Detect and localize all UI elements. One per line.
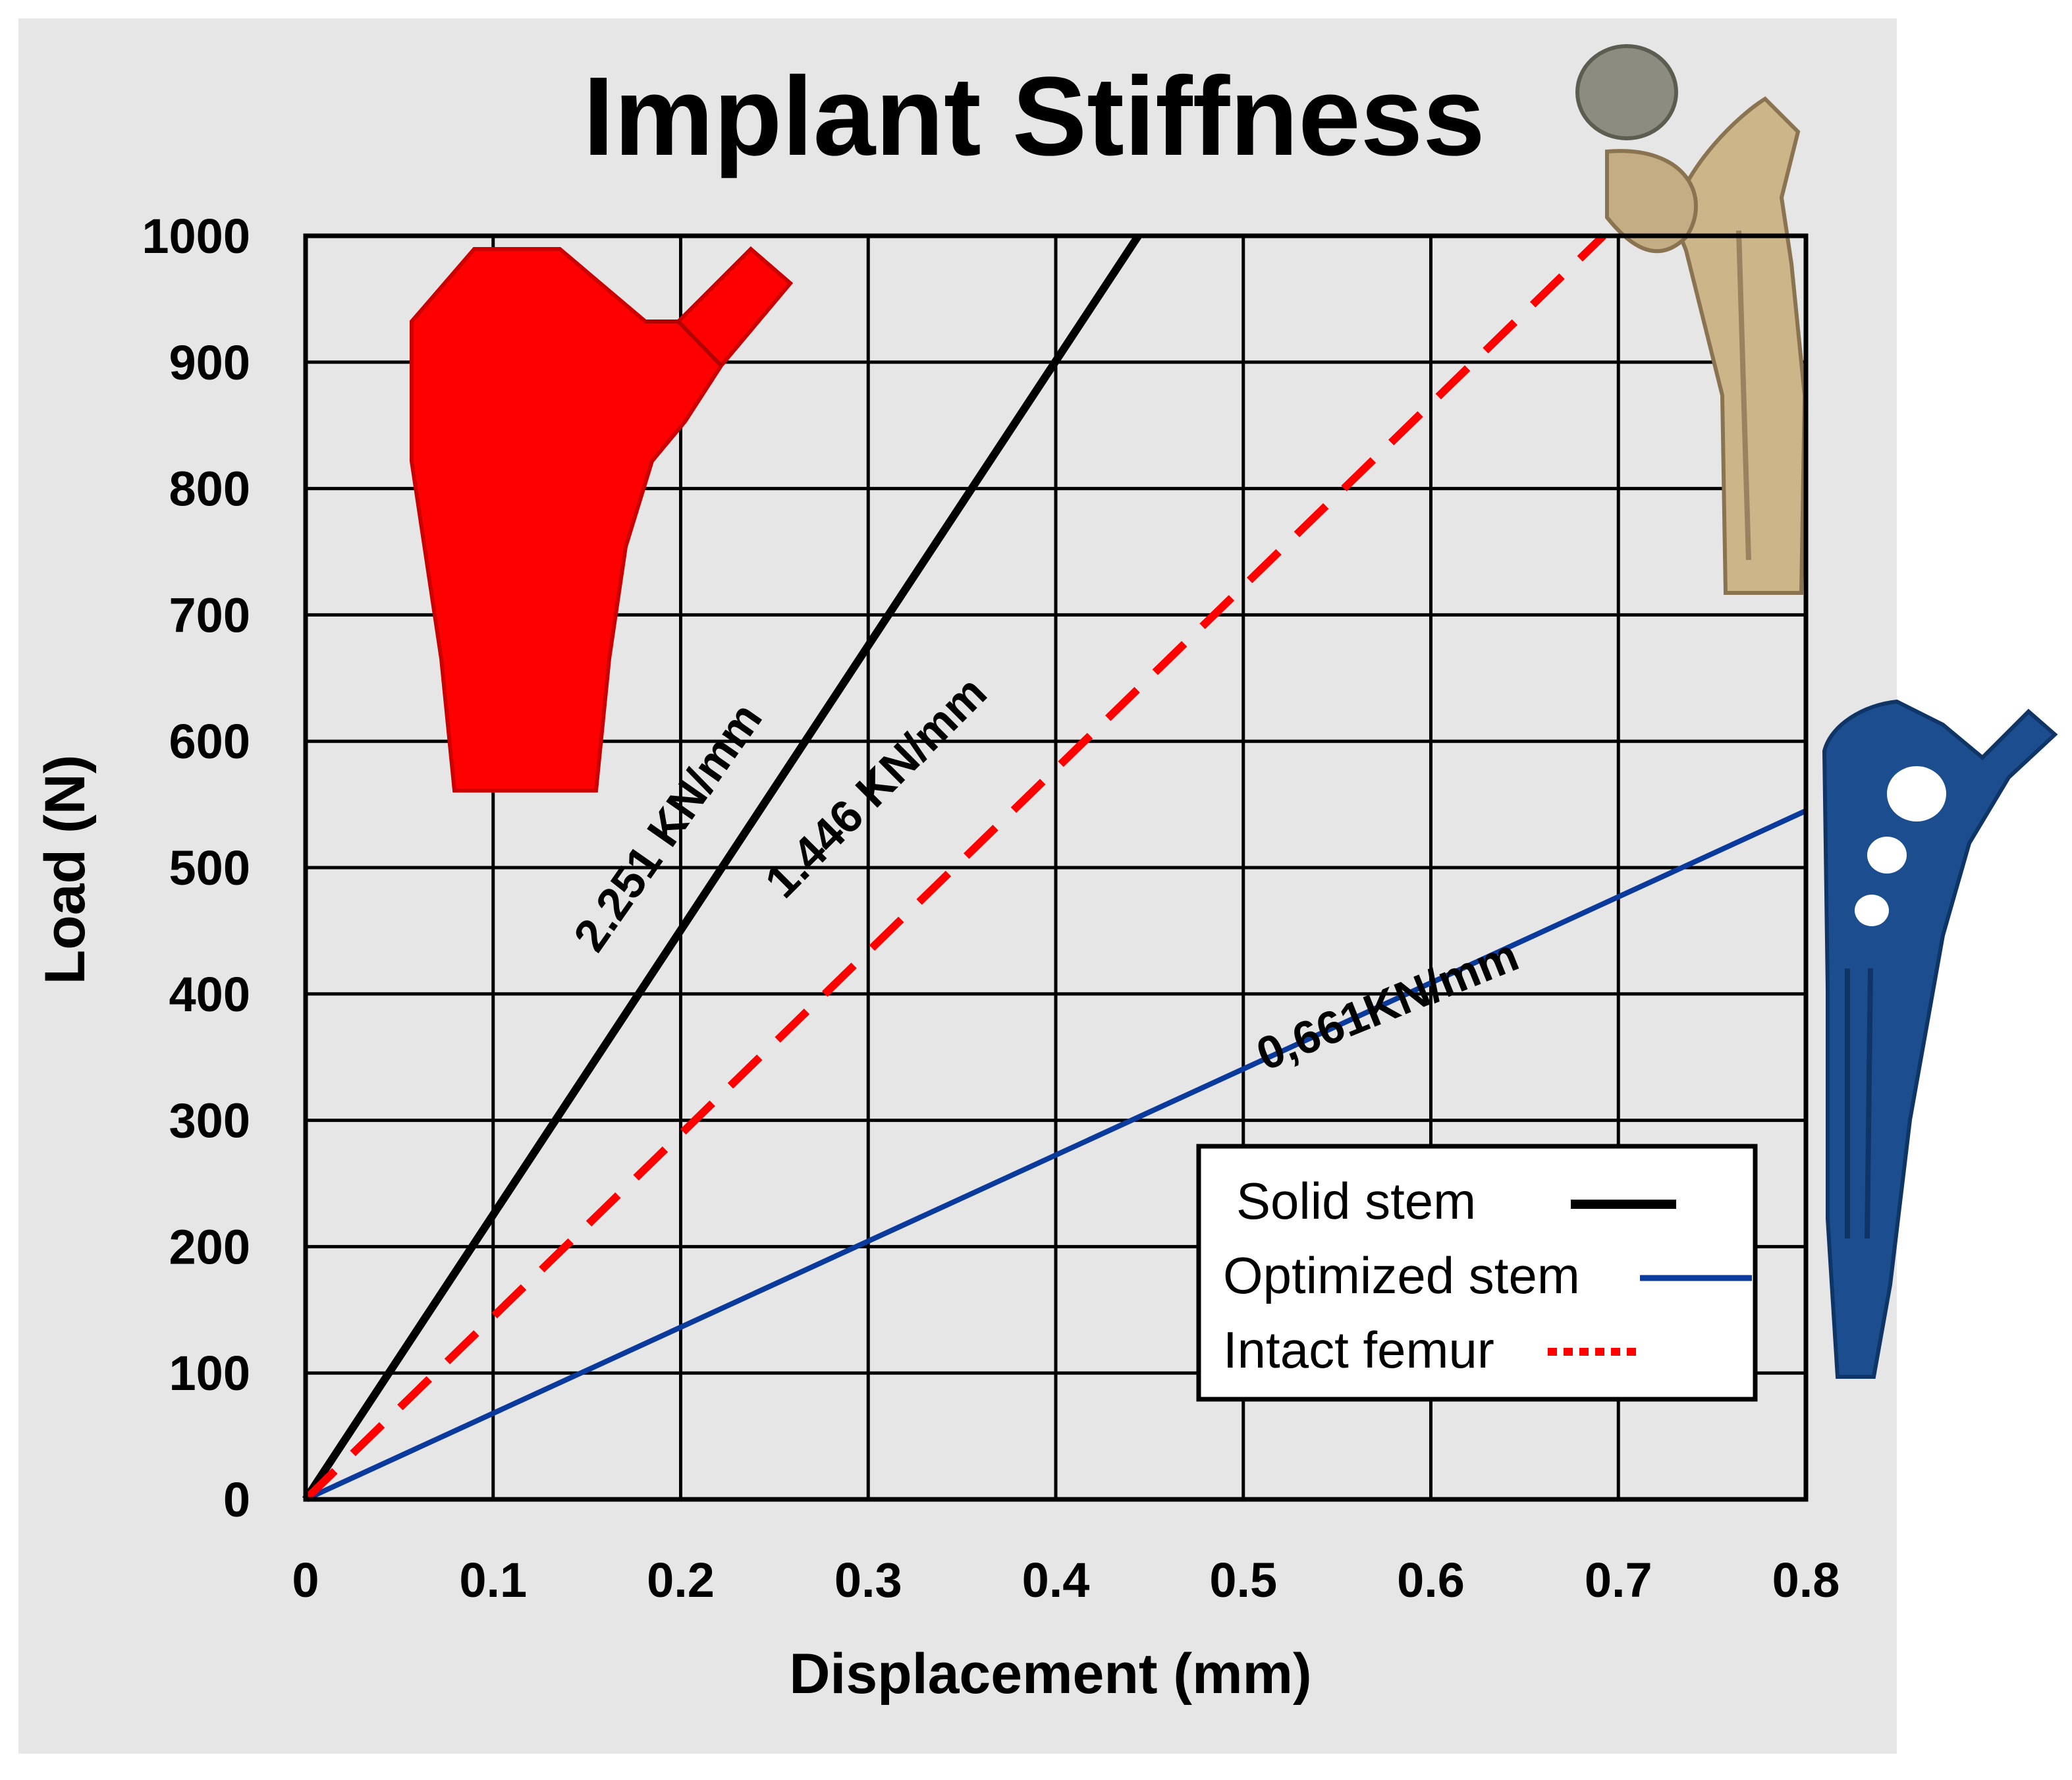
y-tick-label: 300: [169, 1094, 250, 1148]
y-tick-label: 900: [169, 335, 250, 390]
series-solid-stem-line: [302, 233, 1142, 1502]
tick-labels: 0 0.1 0.2 0.3 0.4 0.5 0.6 0.7 0.8 0 100 200 300 400 50…: [142, 209, 1840, 1607]
optimized-stem-implant-icon: [1822, 699, 2058, 1379]
x-tick-label: 0.6: [1397, 1553, 1465, 1607]
x-tick-label: 0.5: [1209, 1553, 1277, 1607]
y-tick-label: 500: [169, 841, 250, 895]
legend-box: [1196, 1144, 1758, 1402]
panel-background: [18, 18, 1897, 1754]
x-tick-label: 0.8: [1772, 1553, 1840, 1607]
y-tick-label: 200: [169, 1219, 250, 1274]
series-optimized-stem-line: [304, 808, 1807, 1502]
x-tick-label: 0.2: [647, 1553, 715, 1607]
y-tick-label: 700: [169, 588, 250, 642]
series-lines: [302, 233, 1807, 1503]
x-tick-label: 0.7: [1585, 1553, 1652, 1607]
legend-label-solid-stem: Solid stem: [1236, 1172, 1476, 1230]
y-tick-label: 1000: [142, 209, 250, 264]
chart-title: Implant Stiffness: [583, 54, 1485, 179]
y-tick-label: 800: [169, 462, 250, 516]
plot-frame: [303, 233, 1809, 1502]
legend: Solid stem Optimized stem Intact femur: [1196, 1144, 1758, 1402]
y-tick-label: 0: [223, 1472, 250, 1527]
y-tick-label: 600: [169, 714, 250, 769]
x-tick-label: 0.4: [1022, 1553, 1090, 1607]
x-tick-label: 0.3: [834, 1553, 902, 1607]
grid: [304, 234, 1808, 1501]
solid-stem-implant-icon: [410, 246, 794, 793]
y-axis-title: Load (N): [34, 755, 97, 985]
x-tick-label: 0: [292, 1553, 319, 1607]
series-intact-femur-line: [302, 233, 1606, 1503]
y-tick-label: 100: [169, 1346, 250, 1401]
x-axis-title: Displacement (mm): [789, 1642, 1311, 1706]
femur-bone-icon: [1575, 44, 1807, 595]
legend-label-optimized-stem: Optimized stem: [1223, 1246, 1580, 1304]
y-tick-label: 400: [169, 967, 250, 1022]
x-tick-label: 0.1: [459, 1553, 527, 1607]
legend-label-intact-femur: Intact femur: [1223, 1321, 1494, 1379]
